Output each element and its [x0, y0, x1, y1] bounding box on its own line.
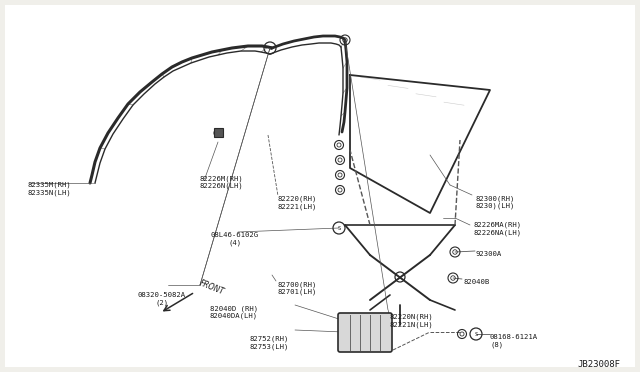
Text: 82752(RH)
82753(LH): 82752(RH) 82753(LH) [250, 336, 289, 350]
Text: 82700(RH)
82701(LH): 82700(RH) 82701(LH) [277, 281, 316, 295]
Text: 82226M(RH)
82226N(LH): 82226M(RH) 82226N(LH) [200, 175, 244, 189]
Text: 08168-6121A
(8): 08168-6121A (8) [490, 334, 538, 347]
Text: JB23008F: JB23008F [577, 360, 620, 369]
Text: 08320-5082A
(2): 08320-5082A (2) [138, 292, 186, 305]
FancyBboxPatch shape [214, 128, 223, 137]
Text: 82300(RH)
8230)(LH): 82300(RH) 8230)(LH) [476, 195, 515, 209]
Text: 92300A: 92300A [476, 251, 502, 257]
Text: S: S [268, 45, 271, 51]
FancyBboxPatch shape [338, 313, 392, 352]
Text: FRONT: FRONT [198, 279, 225, 297]
Text: 82226MA(RH)
82226NA(LH): 82226MA(RH) 82226NA(LH) [473, 222, 521, 236]
Text: 82220N(RH)
82221N(LH): 82220N(RH) 82221N(LH) [390, 314, 434, 328]
Text: 82220(RH)
82221(LH): 82220(RH) 82221(LH) [277, 196, 316, 210]
Text: S: S [474, 331, 477, 337]
FancyBboxPatch shape [5, 5, 635, 367]
Text: 82040D (RH)
82040DA(LH): 82040D (RH) 82040DA(LH) [210, 305, 258, 319]
Text: 08L46-6102G
(4): 08L46-6102G (4) [211, 232, 259, 246]
Text: 82335M(RH)
82335N(LH): 82335M(RH) 82335N(LH) [28, 182, 72, 196]
Text: 82040B: 82040B [463, 279, 489, 285]
Text: S: S [337, 225, 340, 231]
